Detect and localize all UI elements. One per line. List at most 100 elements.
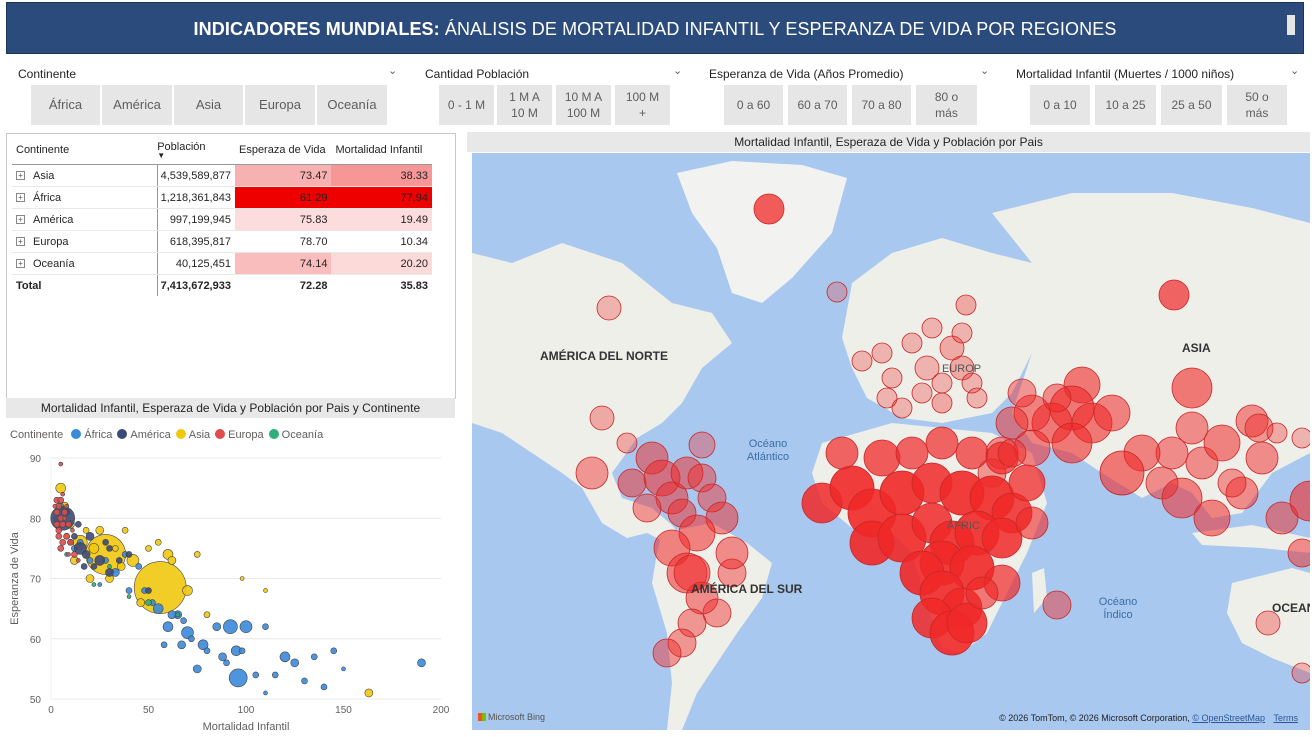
scatter-point[interactable] (125, 551, 133, 558)
scatter-point[interactable] (55, 533, 63, 540)
scatter-point[interactable] (53, 508, 61, 516)
slicer-continente-option[interactable]: Asia (174, 85, 243, 125)
scatter-point[interactable] (145, 599, 152, 606)
scatter-point[interactable] (162, 621, 174, 632)
scatter-point[interactable] (75, 520, 82, 528)
map-bubble[interactable] (1175, 411, 1209, 445)
map-bubble[interactable] (966, 387, 988, 409)
scatter-point[interactable] (71, 551, 78, 558)
map-bubble[interactable] (1161, 477, 1203, 519)
scatter-point[interactable] (85, 532, 95, 541)
scatter-point[interactable] (63, 533, 70, 540)
slicer-poblacion-option[interactable]: 10 M A 100 M (556, 85, 611, 125)
map-canvas[interactable]: AMÉRICA DEL NORTE AMÉRICA DEL SUR ASIA E… (472, 153, 1310, 730)
scatter-point[interactable] (262, 623, 269, 630)
scatter-point[interactable] (64, 503, 69, 509)
scatter-point[interactable] (116, 562, 126, 571)
scatter-point[interactable] (218, 652, 227, 662)
scatter-point[interactable] (239, 620, 253, 633)
map-bubble[interactable] (753, 193, 785, 225)
scatter-point[interactable] (180, 617, 187, 624)
map-bubble[interactable] (1235, 404, 1269, 438)
scatter-point[interactable] (252, 671, 260, 679)
scatter-point[interactable] (60, 491, 66, 497)
map-bubble[interactable] (702, 598, 732, 628)
scatter-point[interactable] (192, 664, 202, 674)
row-label[interactable]: + Asia (12, 164, 158, 187)
column-header-esperanza[interactable]: Esperaza de Vida (234, 136, 332, 165)
scatter-point[interactable] (154, 539, 162, 546)
map-bubble[interactable] (826, 281, 848, 303)
scatter-point[interactable] (95, 526, 105, 535)
slicer-continente-option[interactable]: África (31, 85, 100, 125)
scatter-point[interactable] (223, 659, 230, 667)
map-bubble[interactable] (1155, 436, 1189, 470)
map-bubble[interactable] (1291, 427, 1310, 449)
scatter-point[interactable] (167, 610, 177, 619)
scatter-point[interactable] (238, 647, 246, 655)
scatter-point[interactable] (59, 520, 67, 528)
openstreetmap-link[interactable]: © OpenStreetMap (1192, 713, 1265, 723)
map-bubble[interactable] (596, 295, 622, 321)
slicer-mortalidad-option[interactable]: 0 a 10 (1030, 85, 1090, 125)
map-bubble[interactable] (673, 554, 711, 592)
scatter-point[interactable] (121, 527, 129, 534)
expand-icon[interactable]: + (16, 193, 25, 203)
map-bubble[interactable] (715, 536, 749, 570)
scatter-point[interactable] (341, 666, 346, 672)
slicer-mortalidad-option[interactable]: 10 a 25 (1095, 85, 1156, 125)
slicer-esperanza-option[interactable]: 60 a 70 (788, 85, 847, 125)
scatter-point[interactable] (203, 647, 211, 655)
scatter-point[interactable] (145, 545, 152, 552)
slicer-continente-option[interactable]: América (102, 85, 172, 125)
scatter-point[interactable] (59, 539, 67, 546)
slicer-esperanza-option[interactable]: 0 a 60 (724, 85, 783, 125)
scatter-point[interactable] (85, 574, 95, 583)
scatter-point[interactable] (263, 588, 268, 593)
scatter-point[interactable] (65, 520, 72, 528)
scatter-point[interactable] (160, 641, 168, 649)
map-bubble[interactable] (1266, 422, 1288, 444)
map-bubble[interactable] (1015, 506, 1049, 540)
column-header-mortalidad[interactable]: Mortalidad Infantil (331, 136, 432, 165)
expand-icon[interactable]: + (16, 215, 25, 225)
scatter-point[interactable] (310, 653, 318, 661)
scatter-point[interactable] (70, 528, 75, 533)
scatter-point[interactable] (126, 594, 132, 599)
scatter-point[interactable] (320, 683, 328, 691)
scatter-point[interactable] (52, 503, 58, 509)
chevron-down-icon[interactable]: ⌄ (388, 65, 398, 77)
scatter-point[interactable] (90, 563, 98, 570)
chevron-down-icon[interactable]: ⌄ (980, 65, 990, 77)
map-bubble[interactable] (825, 436, 859, 470)
row-label[interactable]: + África (12, 186, 158, 209)
map-bubble[interactable] (677, 608, 707, 638)
slicer-mortalidad-option[interactable]: 50 o más (1227, 85, 1287, 125)
map-bubble[interactable] (652, 638, 682, 668)
map-bubble[interactable] (617, 468, 647, 498)
map-bubble[interactable] (670, 456, 704, 490)
scatter-point[interactable] (102, 539, 109, 546)
slicer-continente-option[interactable]: Europa (245, 85, 315, 125)
legend-item[interactable]: América (112, 429, 171, 441)
map-bubble[interactable] (925, 426, 959, 460)
map-bubble[interactable] (688, 431, 716, 459)
scatter-point[interactable] (417, 658, 426, 668)
scatter-point[interactable] (197, 639, 209, 651)
scatter-point[interactable] (212, 622, 222, 631)
scatter-point[interactable] (71, 533, 78, 540)
scatter-point[interactable] (53, 520, 61, 528)
row-label[interactable]: + América (12, 208, 158, 231)
table-row[interactable]: + África 1,218,361,843 61.29 77.94 (12, 186, 432, 209)
map-bubble[interactable] (1291, 662, 1310, 684)
map-bubble[interactable] (589, 405, 615, 431)
chevron-down-icon[interactable]: ⌄ (1290, 65, 1300, 77)
map-bubble[interactable] (1042, 590, 1072, 620)
map-bubble[interactable] (876, 387, 898, 409)
map-bubble[interactable] (1255, 610, 1281, 636)
scatter-point[interactable] (86, 557, 94, 564)
scatter-point[interactable] (175, 612, 181, 617)
scatter-point[interactable] (188, 635, 195, 643)
scatter-point[interactable] (203, 611, 211, 618)
map-bubble[interactable] (965, 576, 999, 610)
